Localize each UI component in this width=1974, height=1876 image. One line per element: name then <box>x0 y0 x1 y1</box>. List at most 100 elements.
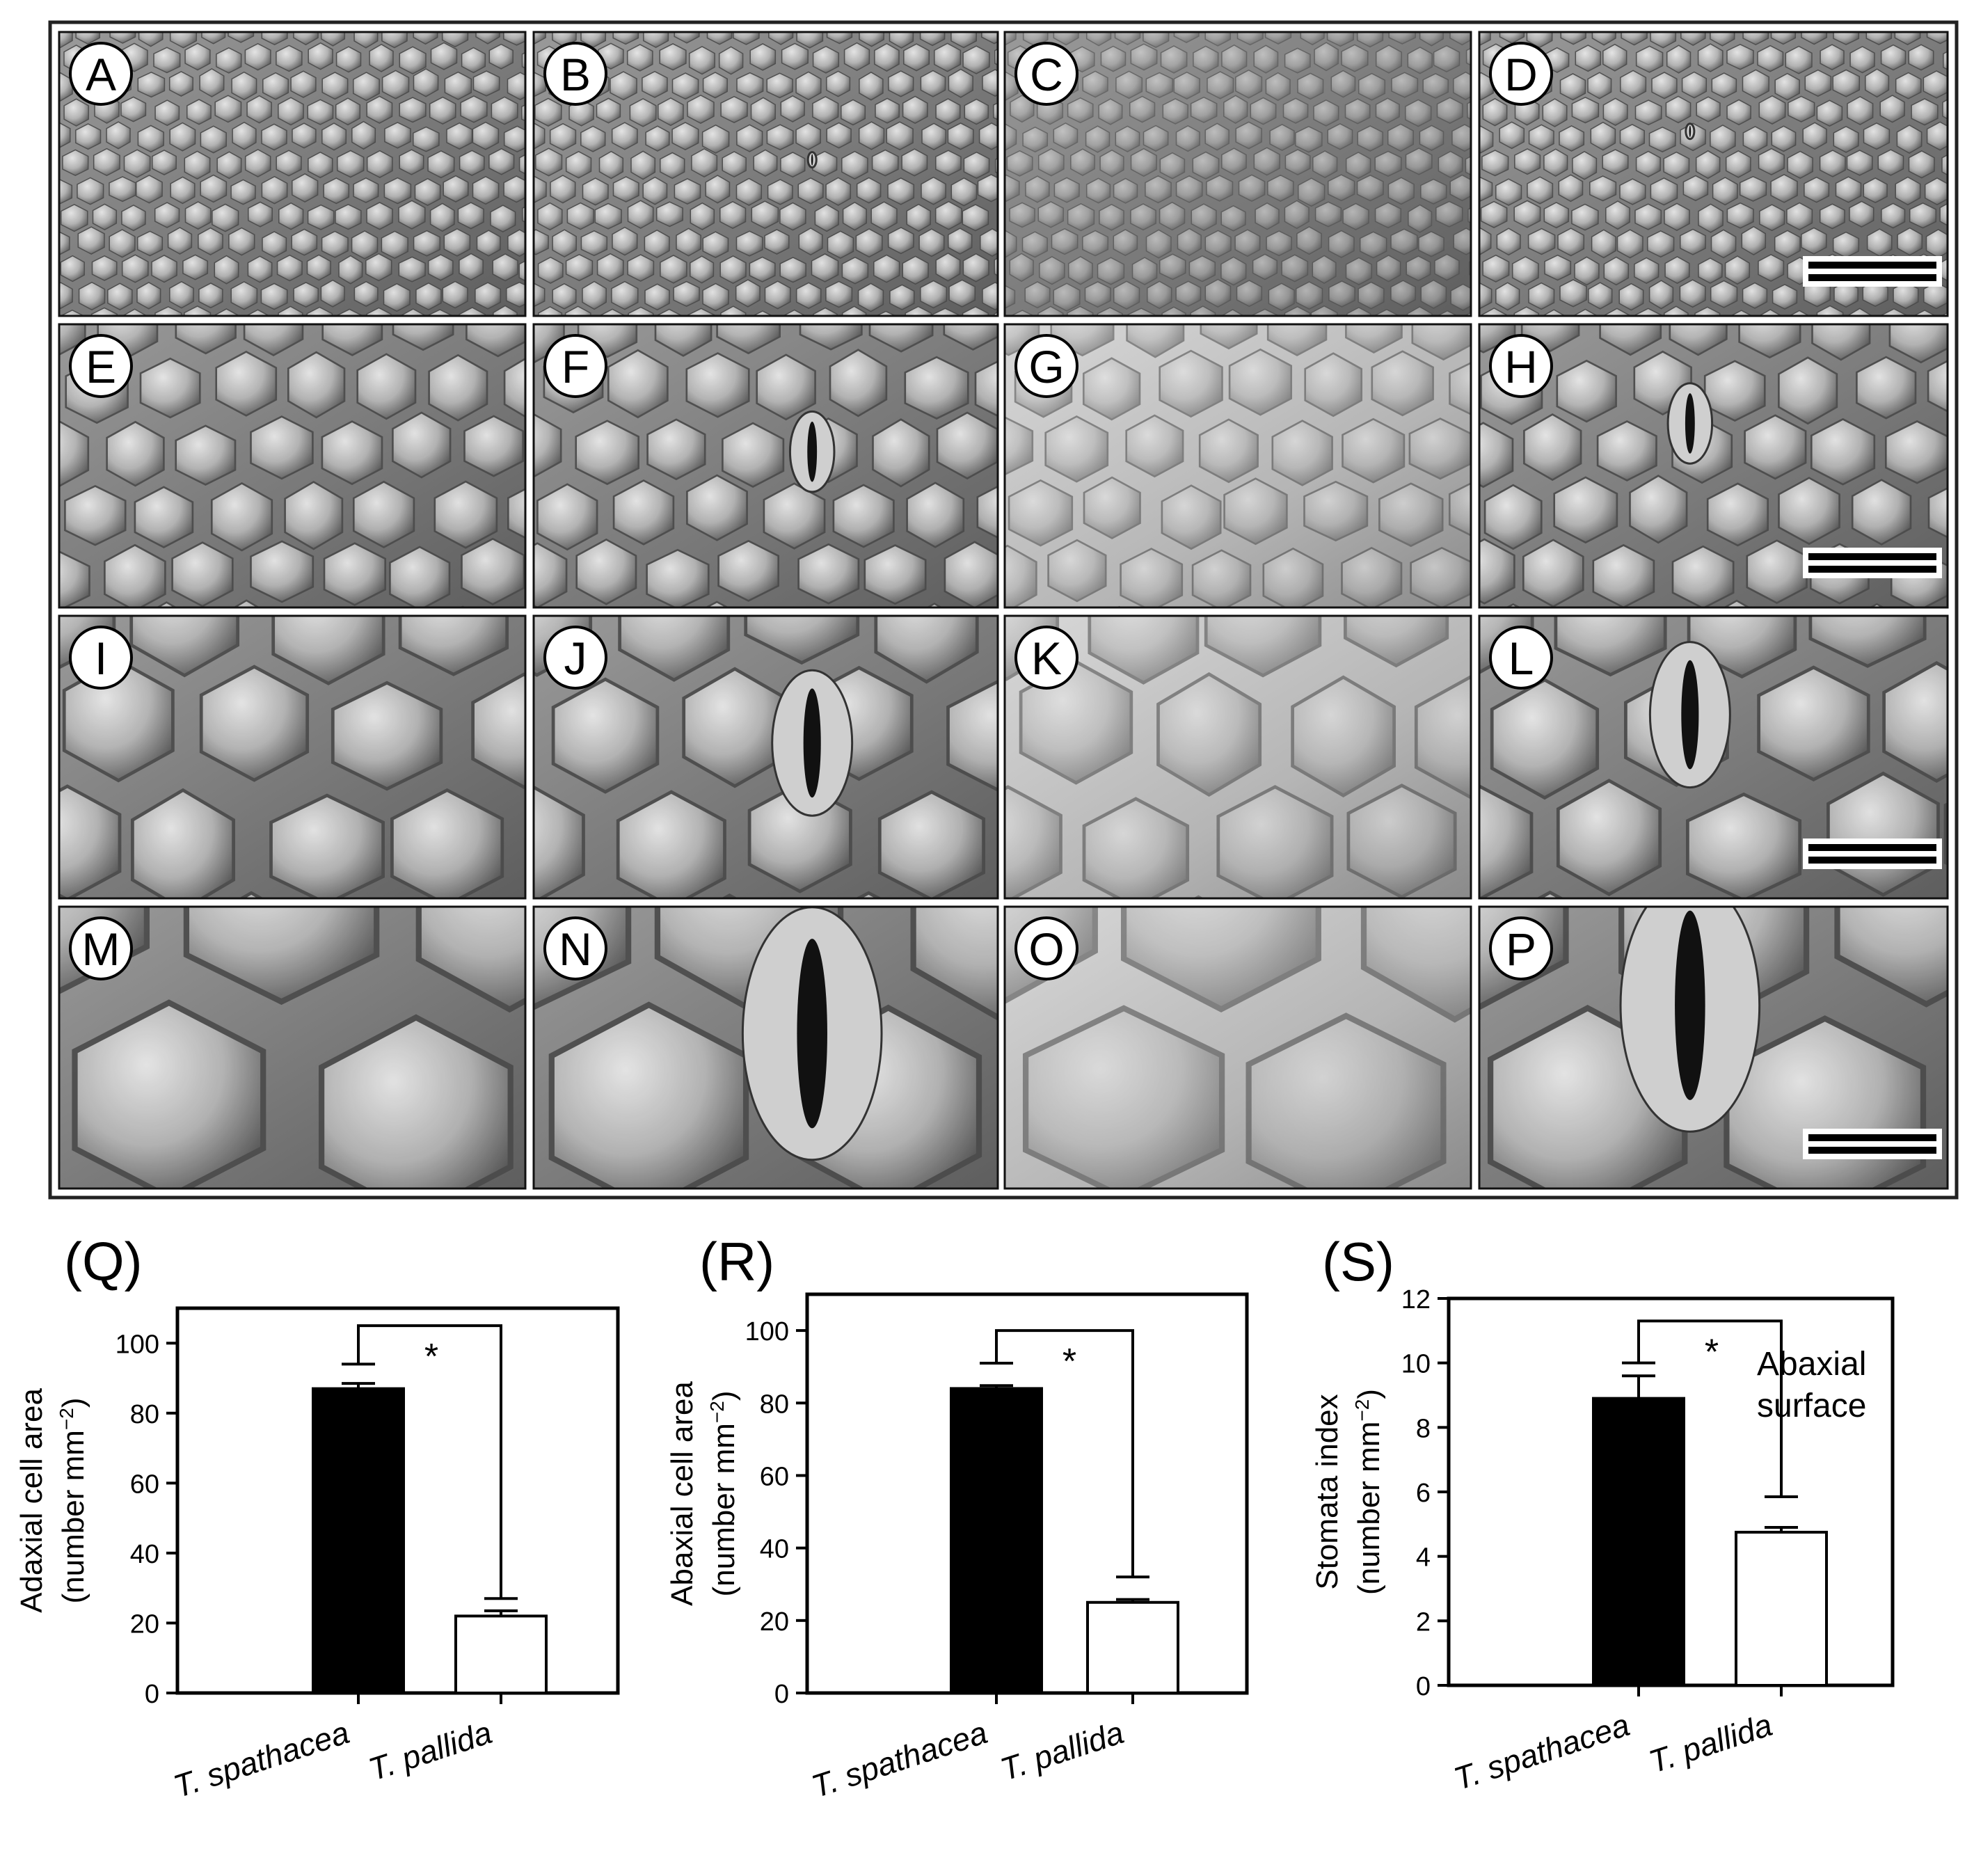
panel-label: A <box>86 49 116 100</box>
significance-bracket <box>357 1324 502 1599</box>
micrograph-panel-b: B <box>532 31 999 317</box>
y-tick-label: 20 <box>130 1609 159 1639</box>
micrograph-panel-o: O <box>1003 905 1472 1190</box>
micrograph-panel-i: I <box>58 614 527 900</box>
micrograph-panel-l: L <box>1478 614 1949 900</box>
panel-label-circle <box>69 334 133 398</box>
y-tick-label: 40 <box>760 1535 789 1564</box>
scale-bar <box>1808 844 1936 851</box>
panel-label-circle <box>1014 42 1078 106</box>
chart-annotation: surface <box>1757 1388 1866 1424</box>
chart-1: (R) 0 20 40 60 80 100 Abaxial cell area (number … <box>665 1231 1249 1804</box>
y-tick-label: 2 <box>1416 1607 1431 1637</box>
chart-panel-label: (Q) <box>64 1231 143 1292</box>
panel-label-circle <box>1489 334 1553 398</box>
bar-1 <box>454 1614 548 1694</box>
x-category-label: T. pallida <box>365 1714 497 1788</box>
chart-panel-label: (R) <box>699 1231 774 1292</box>
y-axis-label-line2: (number mm−2) <box>56 1398 91 1604</box>
significance-bracket <box>995 1329 1134 1577</box>
scale-bar <box>1808 1147 1936 1154</box>
x-category-label: T. spathacea <box>1449 1706 1634 1797</box>
micrograph-panel-e: E <box>58 323 527 609</box>
panel-label: D <box>1504 49 1538 100</box>
panel-label-circle <box>1489 916 1553 980</box>
panel-label-circle <box>69 626 133 690</box>
y-tick-label: 100 <box>745 1317 789 1346</box>
y-tick-label: 10 <box>1401 1350 1431 1379</box>
y-tick-label: 40 <box>130 1540 159 1569</box>
bar-1 <box>1086 1600 1179 1694</box>
y-axis-label-line1: Stomata index <box>1310 1394 1344 1589</box>
panel-label-circle <box>543 334 607 398</box>
x-category-label: T. spathacea <box>807 1714 992 1804</box>
micrograph-panel-f: F <box>532 323 999 609</box>
micrograph-panel-m: M <box>58 905 527 1190</box>
scale-bar <box>1808 566 1936 573</box>
x-category-label: T. pallida <box>996 1714 1129 1788</box>
panel-label: I <box>95 633 107 684</box>
y-tick-label: 80 <box>130 1400 159 1429</box>
y-tick-label: 8 <box>1416 1414 1431 1443</box>
y-tick-label: 4 <box>1416 1543 1431 1573</box>
y-tick-label: 6 <box>1416 1479 1431 1508</box>
scale-bar <box>1808 553 1936 560</box>
bar-0 <box>312 1387 405 1695</box>
scale-bar-background <box>1803 838 1942 869</box>
panel-label: L <box>1509 633 1534 684</box>
panel-label-circle <box>1014 334 1078 398</box>
micrograph-panel-k: K <box>1003 614 1472 900</box>
significance-star: * <box>1062 1342 1076 1382</box>
significance-star: * <box>1705 1332 1719 1372</box>
panel-label-circle <box>1014 916 1078 980</box>
panel-label: H <box>1504 341 1538 392</box>
significance-bracket <box>1637 1319 1783 1497</box>
panel-label-circle <box>1014 626 1078 690</box>
y-axis-label-line2: (number mm−2) <box>1351 1389 1387 1595</box>
bar-0 <box>950 1387 1043 1695</box>
y-tick-label: 0 <box>1416 1672 1431 1701</box>
panel-label: P <box>1506 923 1536 975</box>
significance-star: * <box>424 1337 438 1377</box>
y-tick-label: 60 <box>760 1462 789 1491</box>
panel-label: E <box>86 341 116 392</box>
chart-0: (Q) 0 20 40 60 80 100 Adaxial cell area (number … <box>15 1231 620 1804</box>
panel-label-circle <box>543 42 607 106</box>
panel-label-circle <box>1489 42 1553 106</box>
micrograph-panel-a: A <box>58 31 527 317</box>
y-tick-label: 60 <box>130 1470 159 1499</box>
panel-label-circle <box>543 916 607 980</box>
scale-bar-background <box>1803 1129 1942 1159</box>
y-tick-label: 12 <box>1401 1285 1431 1314</box>
chart-panel-label: (S) <box>1322 1231 1394 1292</box>
scale-bar <box>1808 274 1936 281</box>
y-axis-label-line2: (number mm−2) <box>706 1391 742 1597</box>
micrograph-panel-j: J <box>532 614 999 900</box>
x-category-label: T. spathacea <box>169 1714 353 1804</box>
y-tick-label: 0 <box>145 1680 159 1709</box>
panel-label: O <box>1028 923 1064 975</box>
panel-label-circle <box>543 626 607 690</box>
y-tick-label: 100 <box>116 1330 159 1359</box>
micrograph-panel-c: C <box>1003 31 1472 317</box>
y-tick-label: 20 <box>760 1607 789 1637</box>
scale-bar-background <box>1803 256 1942 287</box>
panel-label: F <box>562 341 589 392</box>
micrograph-panels: A B C D E F G H I J K L M N O P <box>58 31 1949 1190</box>
panel-label: B <box>560 49 591 100</box>
y-tick-label: 80 <box>760 1390 789 1419</box>
micrograph-panel-p: P <box>1478 905 1949 1190</box>
micrograph-panel-d: D <box>1478 31 1949 317</box>
bar-0 <box>1592 1397 1685 1687</box>
panel-label: K <box>1031 633 1062 684</box>
x-category-label: T. pallida <box>1645 1706 1777 1780</box>
scale-bar-background <box>1803 548 1942 578</box>
panel-label-circle <box>1489 626 1553 690</box>
micrograph-panel-h: H <box>1478 323 1949 609</box>
panel-label: J <box>564 633 587 684</box>
scale-bar <box>1808 857 1936 864</box>
panel-label: M <box>82 923 120 975</box>
panel-label: N <box>559 923 592 975</box>
